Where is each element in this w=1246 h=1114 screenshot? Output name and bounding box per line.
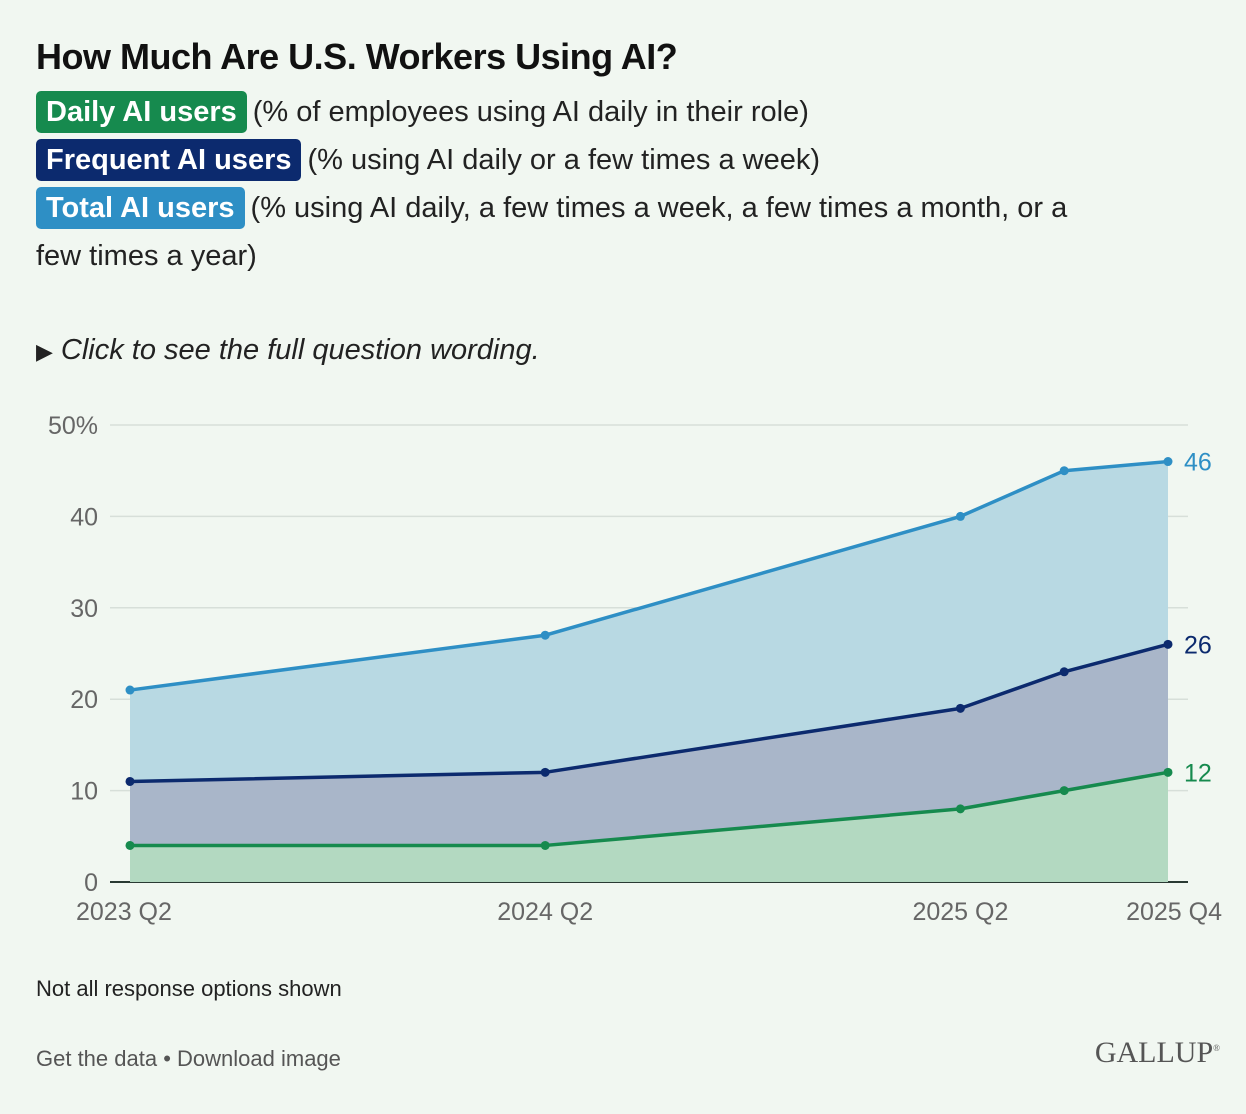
y-tick-label: 10 — [70, 778, 98, 806]
area-daily-ai-users — [130, 772, 1168, 882]
legend-desc-frequent: (% using AI daily or a few times a week) — [307, 144, 821, 176]
area-chart: 0 10 20 30 40 50% 2023 Q2 2024 Q2 2025 Q2 2025 Q… — [48, 412, 1222, 926]
legend-desc-total: (% using AI daily, a few times a week, a… — [250, 192, 1068, 224]
question-wording-text: Click to see the full question wording. — [60, 334, 540, 366]
data-point — [1163, 639, 1173, 649]
get-data-link[interactable]: Get the data — [36, 1046, 158, 1071]
gallup-logo: GALLUP® — [1094, 1036, 1220, 1069]
data-point — [540, 767, 550, 777]
data-point — [125, 685, 135, 695]
x-tick-label: 2024 Q2 — [497, 898, 593, 926]
legend-badge-frequent: Frequent AI users — [36, 139, 302, 181]
footer-links: Get the data • Download image — [36, 1046, 341, 1072]
download-image-link[interactable]: Download image — [177, 1046, 341, 1071]
legend-daily: Daily AI users (% of employees using AI d… — [36, 88, 809, 136]
legend-desc-total-cont: few times a year) — [36, 240, 257, 272]
data-point — [1163, 457, 1173, 467]
legend-total: Total AI users (% using AI daily, a few t… — [36, 184, 1067, 232]
data-point — [955, 804, 965, 814]
link-separator: • — [157, 1046, 178, 1071]
end-label: 46 — [1184, 449, 1212, 477]
y-tick-label: 50% — [48, 412, 98, 440]
y-tick-label: 30 — [70, 595, 98, 623]
x-tick-label: 2023 Q2 — [76, 898, 172, 926]
data-point — [125, 776, 135, 786]
x-tick-label: 2025 Q2 — [912, 898, 1008, 926]
question-wording-toggle[interactable]: ▶ Click to see the full question wording. — [36, 334, 540, 367]
logo-text: GALLUP — [1094, 1036, 1214, 1069]
data-point — [1059, 786, 1069, 796]
x-tick-label: 2025 Q4 — [1126, 898, 1222, 926]
legend-frequent: Frequent AI users (% using AI daily or a … — [36, 136, 820, 184]
data-point — [125, 840, 135, 850]
data-point — [955, 511, 965, 521]
legend-badge-daily: Daily AI users — [36, 91, 247, 133]
y-tick-label: 40 — [70, 503, 98, 531]
y-tick-label: 20 — [70, 686, 98, 714]
end-label: 26 — [1184, 631, 1212, 659]
end-label: 12 — [1184, 759, 1212, 787]
chart-title: How Much Are U.S. Workers Using AI? — [36, 36, 678, 77]
data-point — [540, 840, 550, 850]
legend-badge-total: Total AI users — [36, 187, 245, 229]
y-tick-label: 0 — [84, 869, 98, 897]
triangle-right-icon: ▶ — [36, 339, 53, 364]
data-point — [955, 703, 965, 713]
data-point — [1163, 767, 1173, 777]
legend-desc-daily: (% of employees using AI daily in their … — [252, 96, 809, 128]
data-point — [1059, 466, 1069, 476]
data-point — [540, 630, 550, 640]
footnote: Not all response options shown — [36, 976, 342, 1001]
data-point — [1059, 667, 1069, 677]
